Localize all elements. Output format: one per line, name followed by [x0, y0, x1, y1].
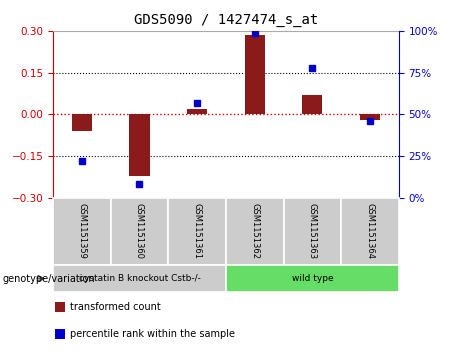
Title: GDS5090 / 1427474_s_at: GDS5090 / 1427474_s_at	[134, 13, 318, 27]
Text: transformed count: transformed count	[70, 302, 161, 312]
Bar	[72, 114, 92, 131]
Text: GSM1151362: GSM1151362	[250, 203, 259, 260]
Text: wild type: wild type	[291, 274, 333, 283]
Bar	[130, 114, 149, 176]
Bar	[187, 109, 207, 114]
Bar	[360, 114, 380, 120]
Text: GSM1151363: GSM1151363	[308, 203, 317, 260]
Text: genotype/variation: genotype/variation	[2, 274, 95, 284]
Text: cystatin B knockout Cstb-/-: cystatin B knockout Cstb-/-	[78, 274, 201, 283]
Bar	[302, 95, 322, 114]
Text: GSM1151364: GSM1151364	[366, 203, 374, 260]
Bar	[245, 35, 265, 114]
Text: percentile rank within the sample: percentile rank within the sample	[70, 329, 235, 339]
Text: GSM1151359: GSM1151359	[77, 204, 86, 259]
Text: GSM1151360: GSM1151360	[135, 203, 144, 260]
Text: GSM1151361: GSM1151361	[193, 203, 201, 260]
